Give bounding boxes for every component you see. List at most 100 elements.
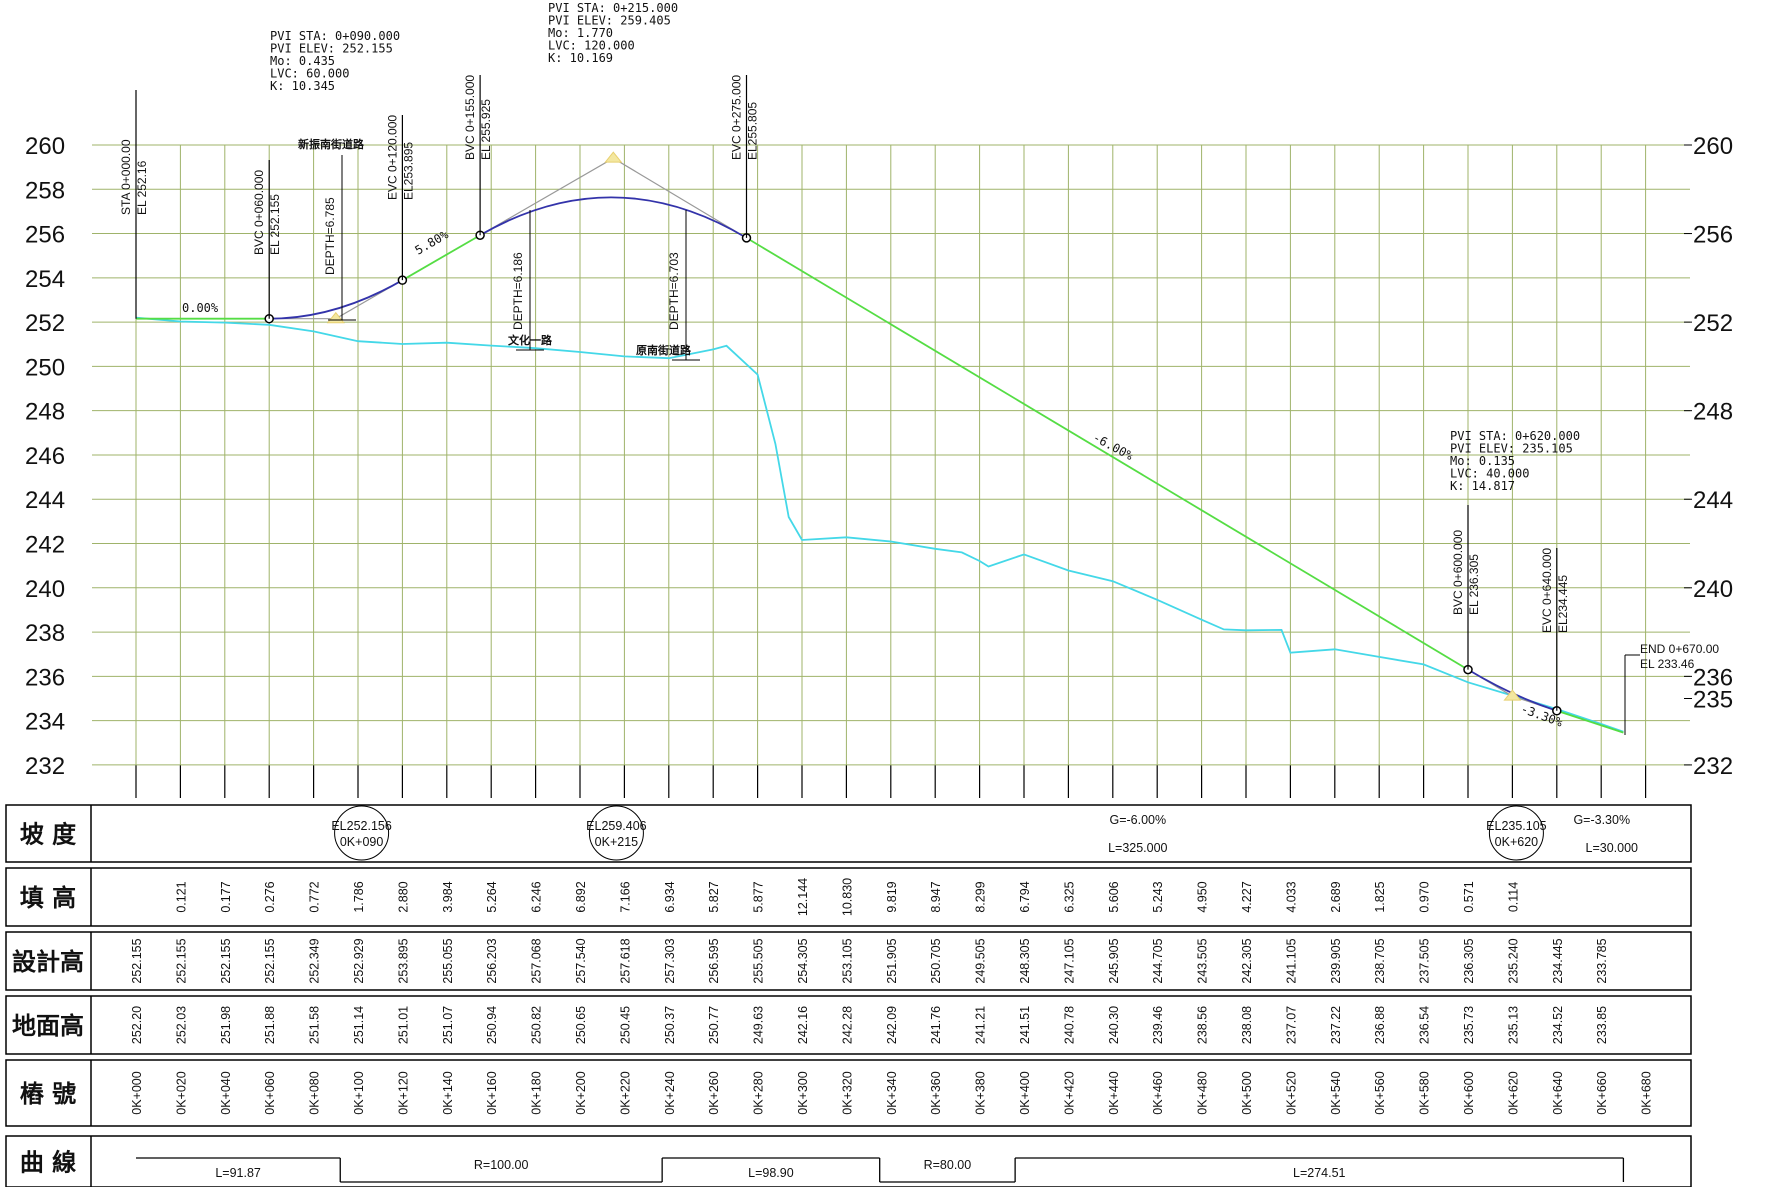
fill-height-cell: 8.299 <box>974 881 988 912</box>
ground-elevation-cell: 250.94 <box>485 1006 499 1044</box>
ground-elevation-cell: 237.07 <box>1284 1006 1298 1044</box>
fill-height-cell: 4.227 <box>1240 881 1254 912</box>
design-elevation-cell: 252.155 <box>263 938 277 983</box>
table-row-frame <box>5 804 1692 863</box>
station-cell: 0K+300 <box>796 1071 810 1114</box>
ground-elevation-cell: 237.22 <box>1329 1006 1343 1044</box>
design-elevation-cell: 255.055 <box>441 938 455 983</box>
depth-label: DEPTH=6.703 <box>667 252 681 330</box>
pvi-info-line: Mo: 1.770 <box>548 26 613 40</box>
fill-height-cell: 5.877 <box>752 881 766 912</box>
pvi-marker <box>326 311 345 324</box>
station-cell: 0K+460 <box>1151 1071 1165 1114</box>
design-elevation-cell: 256.595 <box>707 938 721 983</box>
y-tick-label-right: 235 <box>1693 687 1733 714</box>
ground-elevation-cell: 238.08 <box>1240 1006 1254 1044</box>
design-elevation-cell: 239.905 <box>1329 938 1343 983</box>
station-elevation: EL255.805 <box>746 102 760 160</box>
station-label: EVC 0+120.000 <box>385 115 399 200</box>
elevation-axes: 232 234 236 238 240 242 244 246 248 250 252 254 256 2… <box>25 133 1733 780</box>
table-row-header: 坡 度 <box>20 820 77 849</box>
table-row-frame <box>5 1135 1692 1187</box>
design-elevation-cell: 252.155 <box>130 938 144 983</box>
ground-elevation-cell: 236.88 <box>1373 1006 1387 1044</box>
fill-height-cell: 2.689 <box>1329 881 1343 912</box>
ground-elevation-cell: 251.98 <box>219 1006 233 1044</box>
station-cell: 0K+620 <box>1506 1071 1520 1114</box>
station-cell: 0K+220 <box>618 1071 632 1114</box>
ground-elevation-cell: 241.21 <box>974 1006 988 1044</box>
table-row-header: 地面高 <box>12 1011 84 1040</box>
design-elevation-cell: 257.303 <box>663 938 677 983</box>
y-tick-label-left: 258 <box>25 177 65 204</box>
design-elevation-cell: 253.105 <box>840 938 854 983</box>
station-cell: 0K+020 <box>174 1071 188 1114</box>
ground-elevation-cell: 239.46 <box>1151 1006 1165 1044</box>
pvi-info-line: K: 10.345 <box>270 79 335 93</box>
design-grade-segment <box>746 237 1469 671</box>
pvi-info-line: Mo: 0.135 <box>1450 454 1515 468</box>
ground-elevation-cell: 242.16 <box>796 1006 810 1044</box>
station-elevation: EL 255.925 <box>479 99 493 160</box>
design-elevation-cell: 250.705 <box>929 938 943 983</box>
ground-elevation-cell: 250.77 <box>707 1006 721 1044</box>
station-cell: 0K+340 <box>885 1071 899 1114</box>
fill-height-cell: 0.276 <box>263 881 277 912</box>
station-label: EVC 0+640.000 <box>1540 548 1554 633</box>
station-cell: 0K+580 <box>1418 1071 1432 1114</box>
station-elevation: EL253.895 <box>401 142 415 200</box>
slope-mark-station: 0K+620 <box>1495 835 1538 849</box>
station-cell: 0K+200 <box>574 1071 588 1114</box>
fill-height-cell: 6.892 <box>574 881 588 912</box>
ground-elevation-cell: 235.73 <box>1462 1006 1476 1044</box>
station-cell: 0K+120 <box>396 1071 410 1114</box>
ground-elevation-cell: 250.82 <box>530 1006 544 1044</box>
fill-height-cell: 1.786 <box>352 881 366 912</box>
end-elevation: EL 233.46 <box>1640 657 1695 671</box>
pvi-info-line: LVC: 120.000 <box>548 39 635 53</box>
y-tick-label-right: 232 <box>1693 753 1733 780</box>
pvi-info-line: PVI STA: 0+620.000 <box>1450 429 1580 443</box>
station-cell: 0K+180 <box>530 1071 544 1114</box>
vertical-curve <box>479 196 747 239</box>
table-row-frame <box>5 867 1692 927</box>
slope-length: L=325.000 <box>1108 841 1167 855</box>
y-tick-label-left: 252 <box>25 310 65 337</box>
end-label: END 0+670.00 <box>1640 642 1719 656</box>
curve-label: R=100.00 <box>474 1158 529 1172</box>
fill-height-cell: 0.571 <box>1462 881 1476 912</box>
fill-height-cell: 10.830 <box>840 878 854 916</box>
fill-height-cell: 0.114 <box>1506 882 1520 912</box>
fill-height-cell: 0.772 <box>308 881 322 912</box>
y-tick-label-left: 260 <box>25 133 65 160</box>
station-cell: 0K+600 <box>1462 1071 1476 1114</box>
fill-height-cell: 9.819 <box>885 881 899 912</box>
vertical-curve <box>269 279 403 320</box>
ground-elevation-cell: 251.88 <box>263 1006 277 1044</box>
ground-elevation-cell: 233.85 <box>1595 1006 1609 1044</box>
fill-height-cell: 6.325 <box>1062 881 1076 912</box>
design-elevation-cell: 257.068 <box>530 938 544 983</box>
y-tick-label-left: 256 <box>25 222 65 249</box>
slope-mark-circle <box>588 805 644 861</box>
slope-mark-station: 0K+090 <box>340 835 383 849</box>
ground-line <box>135 316 1624 733</box>
slope-mark-circle <box>1488 805 1544 861</box>
ground-elevation-cell: 242.09 <box>885 1006 899 1044</box>
fill-height-cell: 2.880 <box>396 881 410 912</box>
ground-elevation-cell: 240.30 <box>1107 1006 1121 1044</box>
design-elevation-cell: 251.905 <box>885 938 899 983</box>
grade-label: 0.00% <box>182 301 219 315</box>
station-cell: 0K+100 <box>352 1071 366 1114</box>
station-cell: 0K+240 <box>663 1071 677 1114</box>
design-elevation-cell: 235.240 <box>1506 938 1520 983</box>
station-cell: 0K+280 <box>752 1071 766 1114</box>
pvi-info-line: PVI STA: 0+215.000 <box>548 1 678 15</box>
pvi-marker <box>604 151 623 163</box>
grade-label: 5.80% <box>413 227 452 258</box>
table-row-header: 設計高 <box>12 947 84 976</box>
slope-mark-elevation: EL252.156 <box>331 819 392 833</box>
fill-height-cell: 4.950 <box>1196 881 1210 912</box>
ground-elevation-cell: 252.20 <box>130 1006 144 1044</box>
